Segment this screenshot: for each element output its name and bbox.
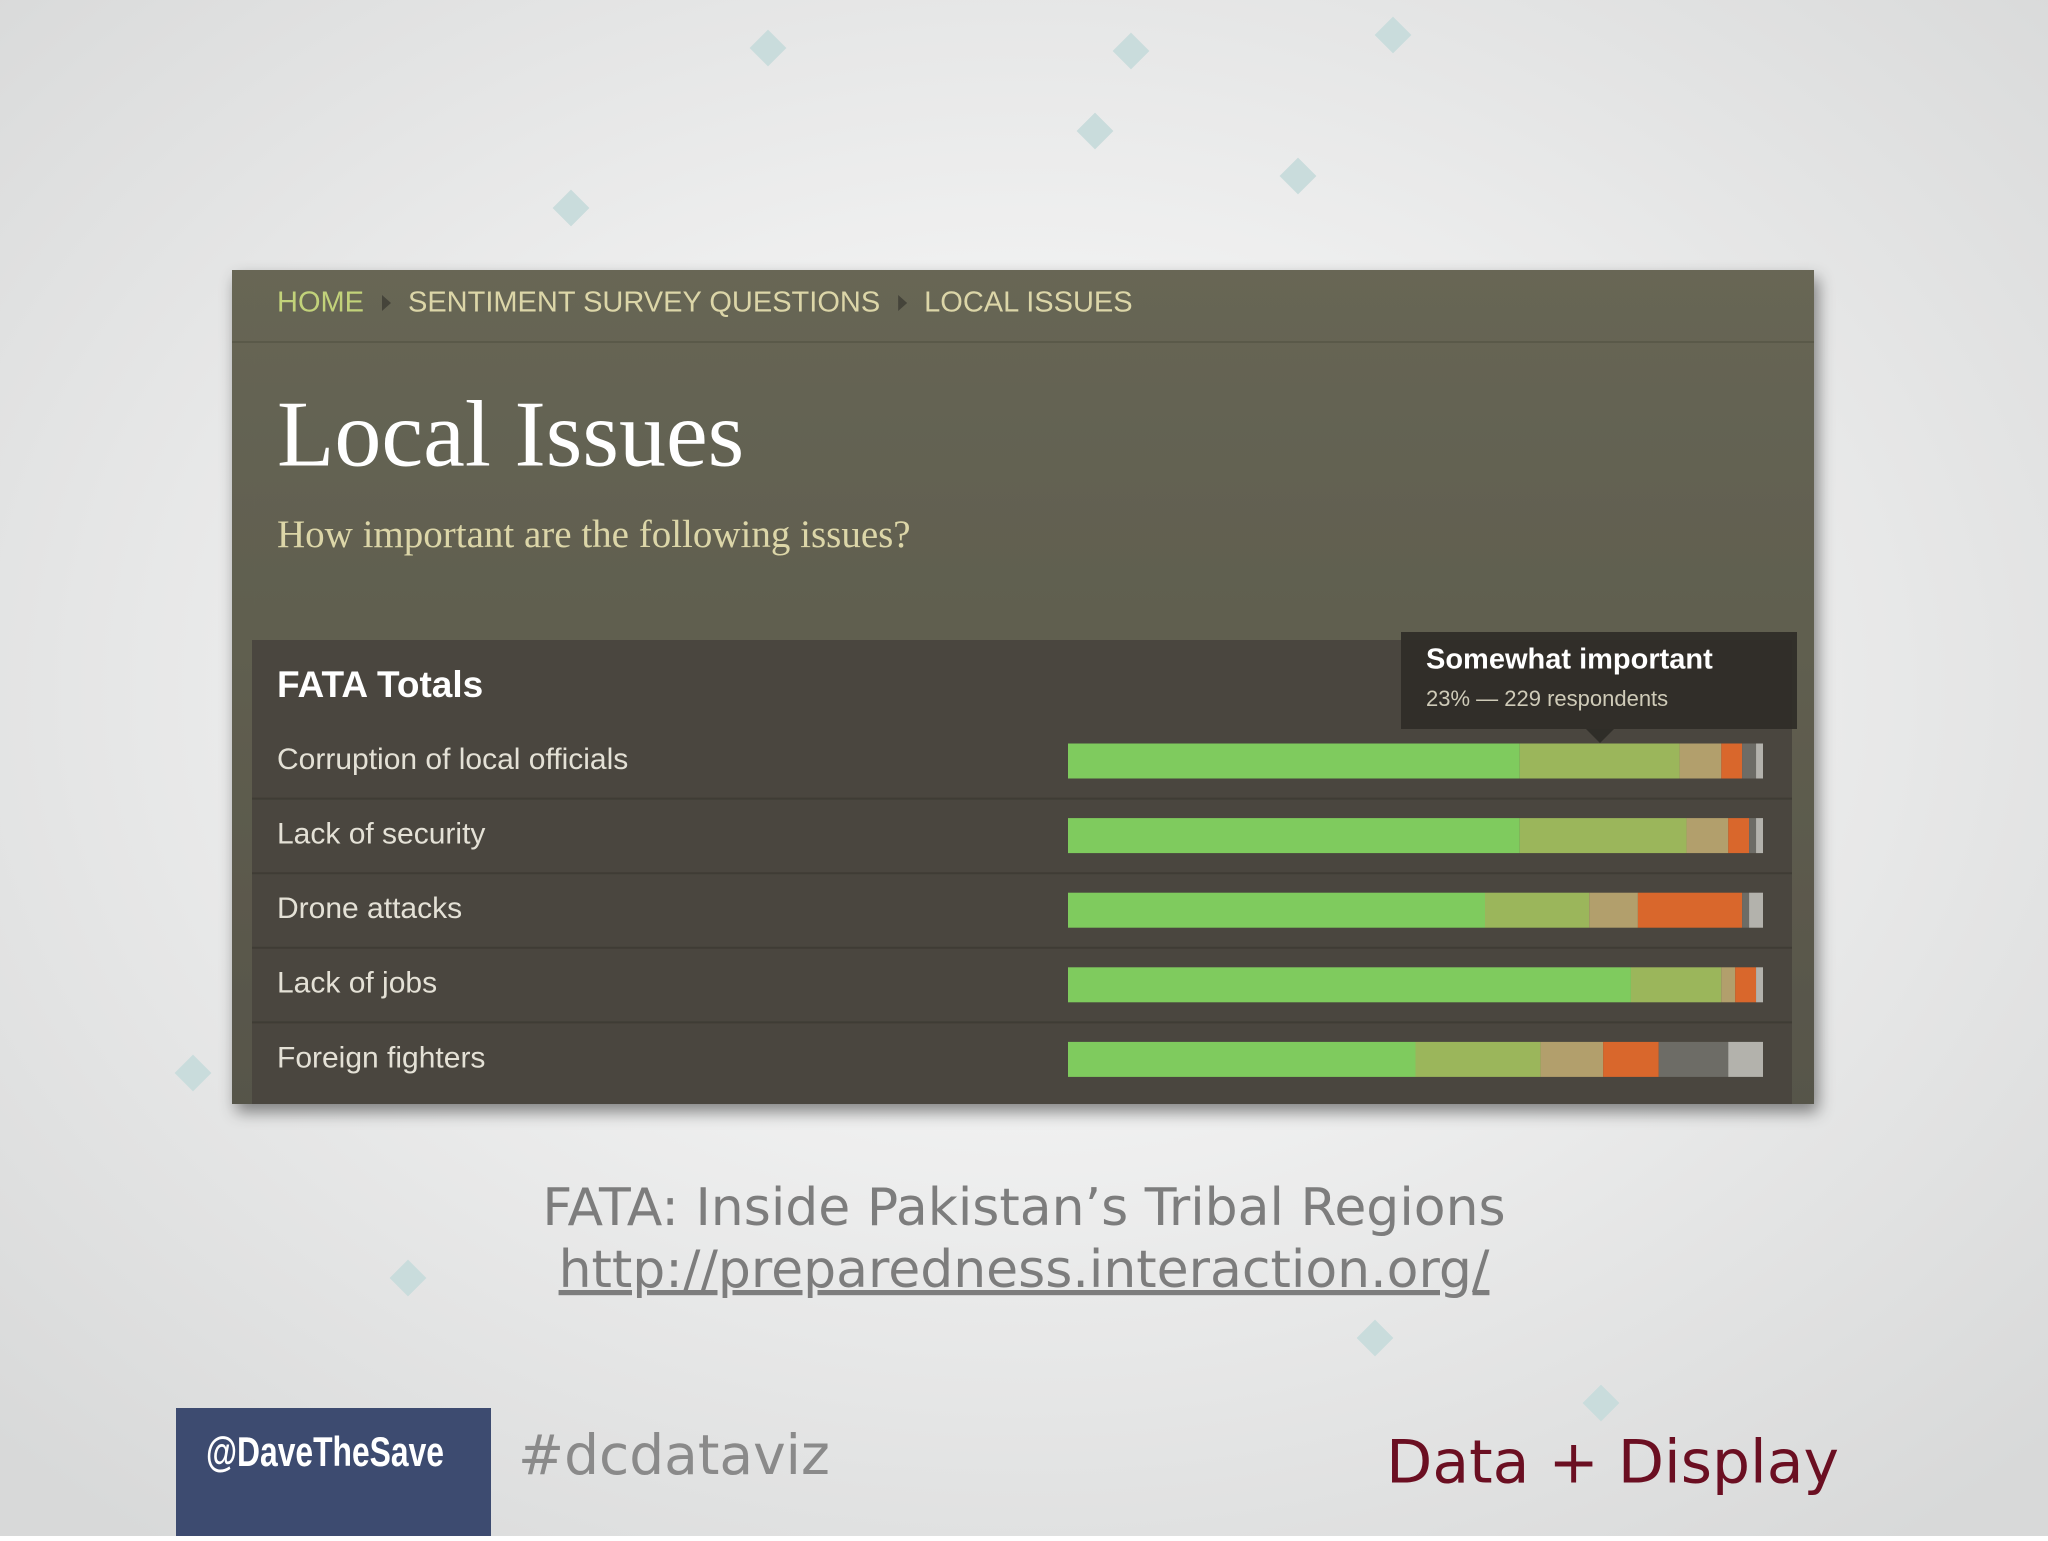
- bar-segment: [1721, 743, 1743, 779]
- bar-segment: [1679, 743, 1722, 779]
- tooltip-box: [1401, 632, 1797, 729]
- bar-segment: [1630, 967, 1722, 1003]
- handle-box: [176, 1408, 491, 1536]
- category-label: Lack of jobs: [277, 967, 437, 1000]
- breadcrumb-separator: [898, 295, 908, 311]
- bar-segment: [1756, 743, 1763, 779]
- bar-segment: [1068, 818, 1520, 854]
- bar-segment: [1749, 818, 1757, 854]
- category-label: Lack of security: [277, 818, 485, 851]
- bar-segment: [1415, 1041, 1541, 1077]
- subtitle: How important are the following issues?: [277, 513, 911, 556]
- bar-segment: [1485, 892, 1590, 928]
- category-label: Drone attacks: [277, 892, 462, 925]
- caption-title: FATA: Inside Pakistan’s Tribal Regions: [542, 1178, 1505, 1238]
- tooltip-arrow: [1586, 729, 1614, 743]
- bar-segment: [1540, 1041, 1604, 1077]
- tooltip: Somewhat important 23% — 229 respondents: [1401, 632, 1797, 743]
- brand: Data + Display: [1386, 1428, 1839, 1498]
- bar-segment: [1637, 892, 1743, 928]
- bar-segment: [1686, 818, 1729, 854]
- bar-segment: [1721, 967, 1736, 1003]
- bar-segment: [1068, 1041, 1416, 1077]
- tooltip-title: Somewhat important: [1426, 644, 1713, 676]
- category-label: Corruption of local officials: [277, 743, 628, 776]
- bar-segment: [1742, 892, 1750, 928]
- bar-segment: [1068, 743, 1520, 779]
- bar-segment: [1756, 967, 1763, 1003]
- bar-segment: [1589, 892, 1638, 928]
- breadcrumb-item: SENTIMENT SURVEY QUESTIONS: [408, 287, 880, 319]
- bar-segment: [1742, 743, 1757, 779]
- bar-segment: [1603, 1041, 1659, 1077]
- bar-segment: [1519, 818, 1687, 854]
- bar-segment: [1728, 1041, 1763, 1077]
- tooltip-text: 23% — 229 respondents: [1426, 686, 1668, 711]
- bar-segment: [1658, 1041, 1729, 1077]
- breadcrumb-item: HOME: [277, 287, 364, 319]
- breadcrumb-item: LOCAL ISSUES: [924, 287, 1132, 319]
- bar-segment: [1749, 892, 1763, 928]
- bar-segment: [1519, 743, 1680, 779]
- bar-segment: [1068, 967, 1631, 1003]
- bar-segment: [1756, 818, 1763, 854]
- bar-segment: [1735, 967, 1757, 1003]
- category-label: Foreign fighters: [277, 1041, 485, 1074]
- bar-segment: [1068, 892, 1485, 928]
- decor: [174, 16, 1620, 1422]
- hashtag: #dcdataviz: [518, 1423, 830, 1487]
- table-heading: FATA Totals: [277, 664, 483, 705]
- bar-segment: [1728, 818, 1750, 854]
- caption-link[interactable]: http://preparedness.interaction.org/: [559, 1240, 1490, 1300]
- title: Local Issues: [277, 383, 744, 487]
- breadcrumb-separator: [382, 295, 391, 311]
- handle: @DaveTheSave: [206, 1428, 444, 1475]
